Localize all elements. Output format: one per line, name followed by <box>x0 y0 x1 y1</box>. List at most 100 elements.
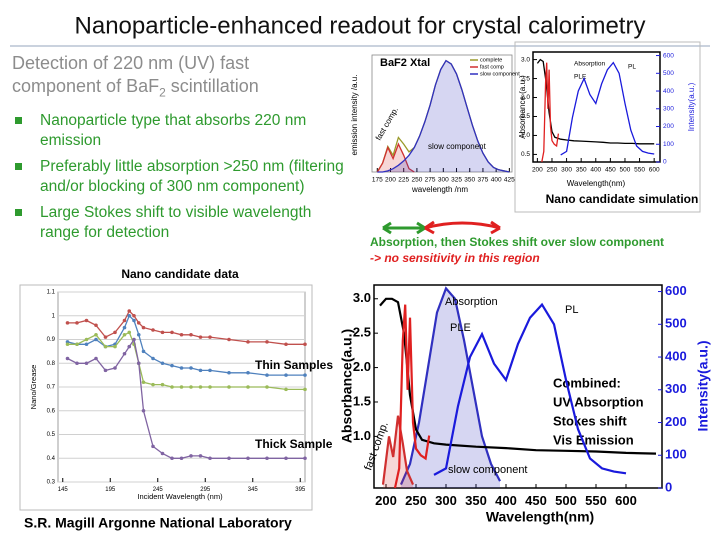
x-tick-label: 400 <box>590 167 601 174</box>
y2-tick-label: 0 <box>665 479 672 494</box>
combined-text: UV Absorption <box>553 394 644 409</box>
x-tick-label: 550 <box>585 493 607 508</box>
marker <box>189 366 193 370</box>
marker <box>303 387 307 392</box>
bullet: Preferably little absorption >250 nm (fi… <box>12 157 347 197</box>
y-tick-label: 2.5 <box>521 75 530 82</box>
text-box <box>545 370 655 452</box>
x-tick-label: 300 <box>438 177 449 184</box>
x-tick-label: 350 <box>464 177 475 184</box>
marker <box>160 330 165 335</box>
x-tick-label: 175 <box>372 177 383 184</box>
y-tick-label: 2.0 <box>521 94 530 101</box>
area-fill <box>377 60 510 172</box>
marker <box>246 370 250 375</box>
x-tick-label: 450 <box>605 167 616 174</box>
frame <box>514 41 701 213</box>
marker <box>179 456 184 461</box>
y-tick-label: 1.0 <box>521 132 530 139</box>
marker <box>94 356 98 361</box>
marker <box>122 332 127 337</box>
x-axis-label: wavelength /nm <box>411 185 468 194</box>
annotation: Thin Samples <box>255 358 333 372</box>
y-tick-label: 0.6 <box>47 408 56 414</box>
y-axis-label: Absorbance(a.u.) <box>339 329 355 443</box>
marker <box>141 349 146 354</box>
marker <box>65 321 70 325</box>
plot-title: BaF2 Xtal <box>380 57 430 69</box>
marker <box>227 385 231 389</box>
x-tick-label: 450 <box>525 493 547 508</box>
combined-text: Stokes shift <box>553 413 627 428</box>
x-tick-label: 500 <box>620 167 631 174</box>
y2-tick-label: 500 <box>663 70 674 77</box>
note: Absorption, then Stokes shift over slow … <box>370 235 664 249</box>
marker <box>103 344 108 349</box>
marker <box>113 344 117 349</box>
marker <box>75 361 79 366</box>
marker <box>113 330 117 335</box>
marker <box>151 444 155 449</box>
x-tick-label: 600 <box>615 493 637 508</box>
series-label: Absorption <box>574 61 605 68</box>
series-line <box>433 302 627 476</box>
marker <box>227 456 231 461</box>
y2-tick-label: 400 <box>663 88 674 95</box>
footer: S.R. Magill Argonne National Laboratory <box>24 515 292 531</box>
arrow <box>382 221 426 235</box>
series-line <box>560 61 655 156</box>
x-tick-label: 200 <box>375 493 397 508</box>
x-tick-label: 250 <box>405 493 427 508</box>
legend-label: complete <box>480 57 502 63</box>
x-tick-label: 395 <box>295 487 306 493</box>
series-line <box>381 415 415 486</box>
bullet: Nanoparticle type that absorbs 220 nm em… <box>12 111 347 151</box>
marker <box>127 313 132 318</box>
y2-tick-label: 100 <box>665 447 687 462</box>
bullet: Large Stokes shift to visible wavelength… <box>12 203 347 243</box>
y-tick-label: 1.5 <box>353 393 371 408</box>
marker <box>160 451 165 456</box>
area-fill <box>377 144 415 172</box>
marker <box>141 325 146 330</box>
x-axis-label: Incident Wavelength (nm) <box>137 492 223 501</box>
plot-frame <box>371 54 513 173</box>
marker <box>122 318 127 323</box>
frame <box>19 284 313 511</box>
marker <box>303 342 307 347</box>
series-label: PL <box>628 64 636 71</box>
y2-tick-label: 100 <box>663 141 674 148</box>
marker <box>65 342 70 347</box>
marker <box>141 380 146 385</box>
series-line <box>377 59 510 173</box>
annotation: Thick Sample <box>255 437 333 451</box>
plots: Combined: UV Absorption Stokes shift Vis Em… <box>29 51 711 525</box>
marker <box>170 330 174 335</box>
marker <box>127 309 132 313</box>
x-tick-label: 400 <box>495 493 517 508</box>
x-tick-label: 425 <box>504 177 515 184</box>
y-tick-label: 1.5 <box>521 113 530 120</box>
x-tick-label: 375 <box>478 177 489 184</box>
marker <box>303 373 307 377</box>
marker <box>246 340 250 344</box>
marker <box>198 368 203 373</box>
combined-text: Combined: <box>553 375 621 390</box>
marker <box>265 456 269 461</box>
annotation: slow component <box>428 142 487 151</box>
y-axis-label: Nano/Grease <box>29 365 38 410</box>
x-axis-label: Wavelength(nm) <box>486 509 594 525</box>
marker <box>160 361 165 366</box>
x-axis-label: Wavelength(nm) <box>567 179 626 188</box>
y2-tick-label: 0 <box>663 159 667 166</box>
marker <box>284 387 288 392</box>
y2-tick-label: 600 <box>665 283 687 298</box>
series-label: PLE <box>574 74 587 81</box>
y2-tick-label: 400 <box>665 348 687 363</box>
series-line <box>376 142 415 173</box>
x-tick-label: 500 <box>555 493 577 508</box>
marker <box>189 454 193 458</box>
marker <box>265 385 269 389</box>
y2-tick-label: 500 <box>665 316 687 331</box>
